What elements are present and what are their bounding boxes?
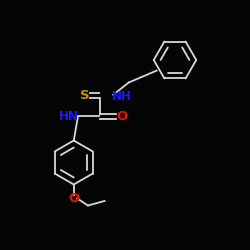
Text: HN: HN (59, 110, 79, 123)
Text: NH: NH (112, 90, 132, 102)
Text: O: O (116, 110, 128, 123)
Text: S: S (80, 89, 89, 102)
Text: O: O (68, 192, 80, 204)
